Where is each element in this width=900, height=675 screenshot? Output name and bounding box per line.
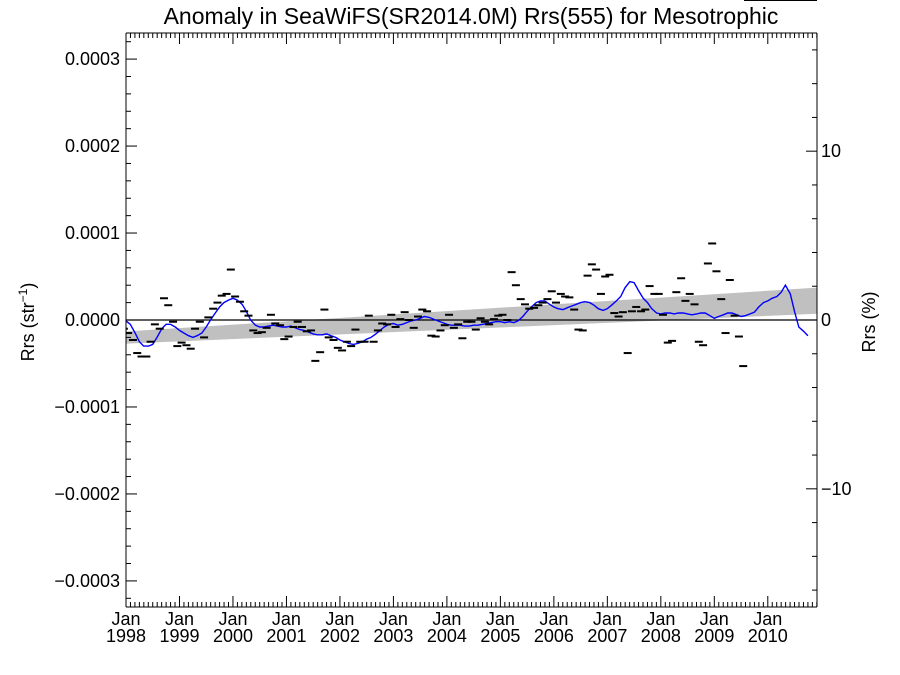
y-tick-label: 0.0003 xyxy=(65,49,120,69)
x-tick-label-month: Jan xyxy=(379,609,408,629)
y2-axis-label: Rrs (%) xyxy=(859,292,879,353)
x-tick-label-month: Jan xyxy=(111,609,140,629)
x-tick-label-month: Jan xyxy=(646,609,675,629)
y-axis-label: Rrs (str−1) xyxy=(16,283,38,362)
y-tick-label: 0.0002 xyxy=(65,136,120,156)
y-tick-label: −0.0001 xyxy=(54,397,120,417)
x-tick-label-month: Jan xyxy=(165,609,194,629)
x-tick-label-month: Jan xyxy=(272,609,301,629)
trend-band-layer xyxy=(126,287,817,344)
x-tick-label-month: Jan xyxy=(325,609,354,629)
x-tick-label-month: Jan xyxy=(753,609,782,629)
x-tick-label-year: 2010 xyxy=(748,626,788,646)
x-tick-label-year: 2006 xyxy=(534,626,574,646)
x-tick-label-year: 2002 xyxy=(320,626,360,646)
x-tick-label-year: 2008 xyxy=(641,626,681,646)
chart-title: Anomaly in SeaWiFS(SR2014.0M) Rrs(555) f… xyxy=(164,3,779,29)
x-tick-label-year: 2009 xyxy=(694,626,734,646)
monthly-anomaly-points xyxy=(126,0,817,368)
y-axis-label-main: Rrs (str xyxy=(18,302,38,361)
y-tick-label: −0.0002 xyxy=(54,484,120,504)
x-tick-label-month: Jan xyxy=(486,609,515,629)
y-axis-label-superscript: −1 xyxy=(16,288,30,302)
y-tick-label: 0.0000 xyxy=(65,310,120,330)
x-tick-label-year: 2000 xyxy=(213,626,253,646)
trend-confidence-band xyxy=(126,287,817,344)
x-tick-label-year: 2001 xyxy=(266,626,306,646)
x-tick-label-year: 2003 xyxy=(373,626,413,646)
y-tick-label: 0.0001 xyxy=(65,223,120,243)
x-tick-label-year: 1999 xyxy=(159,626,199,646)
x-tick-label-month: Jan xyxy=(432,609,461,629)
y2-tick-label: 0 xyxy=(821,310,831,330)
x-tick-label-year: 1998 xyxy=(106,626,146,646)
y-tick-label: −0.0003 xyxy=(54,571,120,591)
y-axis-label-close: ) xyxy=(18,283,38,289)
tick-labels: Jan1998Jan1999Jan2000Jan2001Jan2002Jan20… xyxy=(54,49,851,646)
x-tick-label-year: 2005 xyxy=(480,626,520,646)
x-tick-label-month: Jan xyxy=(593,609,622,629)
x-tick-label-year: 2007 xyxy=(587,626,627,646)
y2-tick-label: −10 xyxy=(821,479,852,499)
y2-tick-label: 10 xyxy=(821,141,841,161)
x-tick-label-month: Jan xyxy=(700,609,729,629)
tick-marks xyxy=(125,33,818,607)
x-tick-label-year: 2004 xyxy=(427,626,467,646)
x-tick-label-month: Jan xyxy=(218,609,247,629)
x-tick-label-month: Jan xyxy=(539,609,568,629)
